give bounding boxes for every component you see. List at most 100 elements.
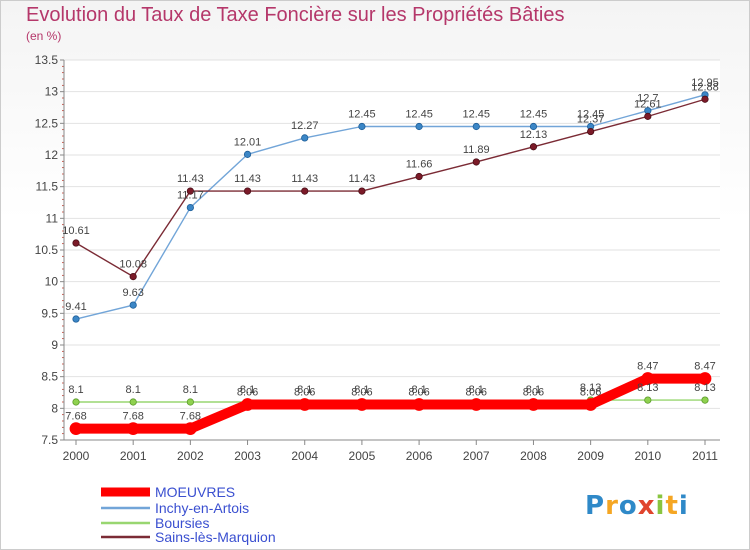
data-label-sains-l-s-marquion: 12.61 [634, 98, 662, 110]
data-label-boursies: 8.1 [526, 384, 541, 396]
x-tick-label: 2006 [406, 449, 433, 463]
axes: 7.5 8 8.5 9 9.5 10 10.5 11 11.5 12 12.5 13 13.5 2000 2… [35, 53, 720, 463]
data-label-boursies: 8.1 [240, 384, 255, 396]
x-tick-label: 2011 [692, 449, 718, 463]
y-tick-label: 9 [51, 338, 58, 352]
y-tick-label: 9.5 [41, 306, 58, 320]
data-label-moeuvres: 8.47 [694, 361, 715, 373]
data-point-boursies [701, 396, 709, 404]
y-tick-label: 11 [46, 211, 59, 225]
logo-letter: i [678, 491, 689, 521]
x-tick-label: 2008 [520, 449, 547, 463]
data-label-inchy-en-artois: 12.27 [291, 120, 319, 132]
series-layer [69, 91, 712, 436]
data-point-inchy-en-artois [472, 122, 480, 131]
x-tick-label: 2007 [463, 449, 490, 463]
y-tick-label: 12 [45, 148, 59, 162]
data-label-moeuvres: 8.06 [408, 387, 429, 399]
logo-letter: P [585, 491, 606, 521]
data-label-sains-l-s-marquion: 12.13 [520, 129, 548, 141]
data-label-boursies: 8.1 [354, 384, 369, 396]
data-label-moeuvres: 7.68 [180, 411, 201, 423]
y-tick-label: 12.5 [35, 116, 59, 130]
data-point-boursies [186, 398, 194, 406]
data-label-sains-l-s-marquion: 12.37 [577, 114, 605, 126]
logo-letter: o [618, 491, 638, 521]
data-label-moeuvres: 8.06 [294, 387, 315, 399]
logo-letter: x [637, 491, 656, 521]
data-point-sains-l-s-marquion [644, 112, 652, 120]
data-label-sains-l-s-marquion: 12.88 [691, 81, 719, 93]
data-point-sains-l-s-marquion [301, 187, 309, 195]
data-label-boursies: 8.1 [126, 384, 141, 396]
logo-letter: i [655, 491, 666, 521]
y-tick-label: 13 [45, 85, 59, 99]
data-point-moeuvres [355, 398, 369, 411]
y-tick-label: 11.5 [36, 180, 59, 194]
data-point-sains-l-s-marquion [701, 95, 709, 103]
y-tick-label: 7.5 [41, 433, 58, 447]
data-label-inchy-en-artois: 9.41 [65, 301, 86, 313]
logo-letter: t [665, 491, 679, 521]
data-label-boursies: 8.1 [469, 384, 484, 396]
data-label-sains-l-s-marquion: 11.43 [291, 173, 318, 185]
data-label-moeuvres: 8.06 [466, 387, 487, 399]
x-tick-label: 2004 [291, 449, 318, 463]
chart-title: Evolution du Taux de Taxe Foncière sur l… [26, 4, 565, 26]
data-point-inchy-en-artois [358, 122, 366, 131]
data-label-moeuvres: 8.06 [237, 387, 258, 399]
x-tick-label: 2001 [120, 449, 147, 463]
data-label-moeuvres: 7.68 [65, 411, 86, 423]
x-tick-label: 2000 [63, 449, 90, 463]
data-point-moeuvres [126, 422, 140, 436]
legend-label-sains-l-s-marquion: Sains-lès-Marquion [155, 529, 276, 545]
data-point-inchy-en-artois [301, 134, 309, 142]
data-point-inchy-en-artois [72, 315, 80, 323]
data-point-moeuvres [69, 422, 83, 436]
y-tick-label: 10 [45, 275, 59, 289]
data-label-moeuvres: 8.47 [637, 361, 658, 373]
data-point-sains-l-s-marquion [243, 187, 252, 195]
x-tick-label: 2010 [634, 449, 661, 463]
data-label-moeuvres: 7.68 [122, 411, 143, 423]
data-label-inchy-en-artois: 12.45 [520, 109, 548, 121]
data-point-moeuvres [183, 422, 197, 436]
data-label-boursies: 8.1 [411, 384, 426, 396]
data-label-boursies: 8.1 [68, 384, 83, 396]
data-label-inchy-en-artois: 12.45 [463, 109, 491, 121]
data-label-boursies: 8.13 [694, 382, 715, 394]
series-line-moeuvres [71, 373, 710, 434]
data-point-sains-l-s-marquion [472, 158, 480, 166]
legend-label-inchy-en-artois: Inchy-en-Artois [155, 500, 249, 516]
data-label-boursies: 8.1 [297, 384, 312, 396]
x-tick-label: 2009 [577, 449, 604, 463]
data-label-inchy-en-artois: 12.01 [234, 136, 262, 148]
data-label-inchy-en-artois: 12.95 [691, 77, 719, 89]
data-label-sains-l-s-marquion: 11.43 [177, 173, 204, 185]
data-label-moeuvres: 8.06 [580, 387, 601, 399]
data-point-moeuvres [641, 372, 655, 385]
y-tick-label: 10.5 [35, 243, 59, 257]
data-label-boursies: 8.13 [580, 382, 601, 394]
data-label-sains-l-s-marquion: 11.89 [463, 144, 490, 156]
data-label-inchy-en-artois: 12.45 [577, 109, 605, 121]
data-point-boursies [644, 396, 652, 404]
data-point-sains-l-s-marquion [529, 143, 538, 151]
data-point-inchy-en-artois [243, 150, 252, 158]
data-label-boursies: 8.1 [183, 384, 198, 396]
data-point-moeuvres [412, 398, 426, 411]
y-tick-label: 8 [51, 401, 58, 415]
y-axis-unit-label: (en %) [26, 29, 62, 43]
data-label-sains-l-s-marquion: 11.66 [406, 159, 433, 171]
data-point-sains-l-s-marquion [415, 172, 423, 181]
data-point-inchy-en-artois [129, 301, 137, 309]
data-point-moeuvres [298, 398, 312, 411]
logo-letter: r [605, 491, 619, 521]
series-line-sains-l-s-marquion [75, 98, 706, 278]
data-point-sains-l-s-marquion [358, 187, 366, 195]
data-point-moeuvres [241, 398, 254, 411]
legend-label-moeuvres: MOEUVRES [155, 484, 235, 500]
data-point-boursies [72, 398, 80, 406]
data-point-inchy-en-artois [415, 122, 423, 131]
